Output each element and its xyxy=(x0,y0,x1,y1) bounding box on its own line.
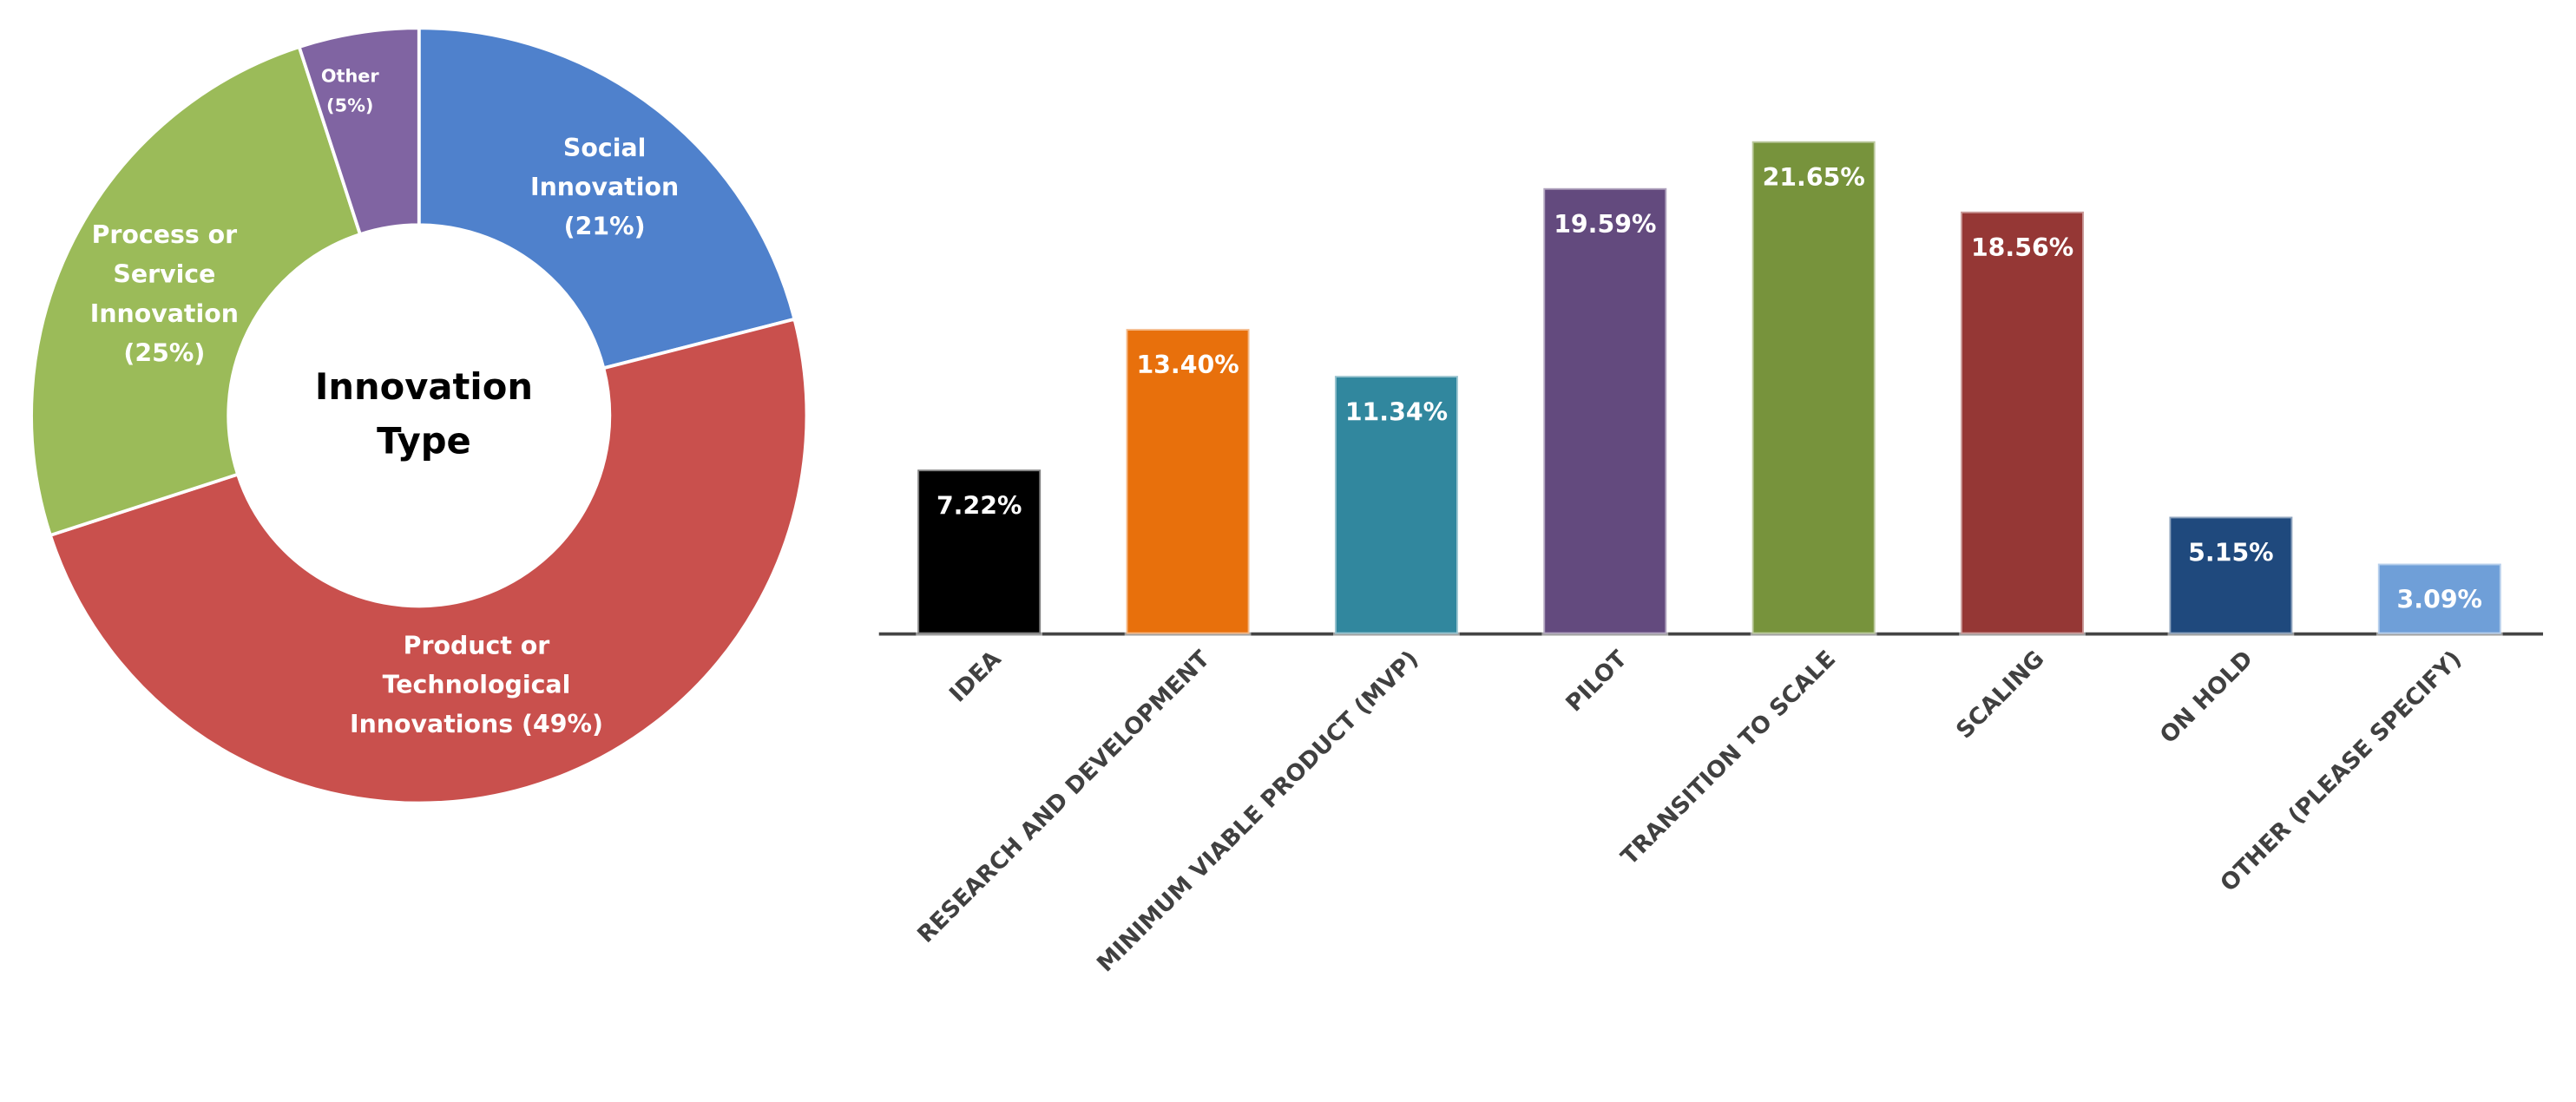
donut-slice xyxy=(30,44,363,538)
bar xyxy=(1541,186,1669,636)
slice-label-box: Product or Technological Innovations (49… xyxy=(345,626,608,744)
x-tick-label: PILOT xyxy=(1561,646,1633,718)
bar-value-label: 7.22% xyxy=(936,491,1022,520)
x-tick-label: TRANSITION TO SCALE xyxy=(1616,646,1841,870)
donut-slice xyxy=(297,26,421,237)
bar xyxy=(1333,374,1460,636)
slice-name: Process or Service Innovation xyxy=(89,220,239,329)
slice-name: Other xyxy=(320,65,379,88)
bar-value-label: 13.40% xyxy=(1136,351,1239,379)
x-tick-label: ON HOLD xyxy=(2155,646,2258,749)
slice-value: (5%) xyxy=(326,95,374,117)
bar-value-label: 18.56% xyxy=(1971,233,2073,262)
slice-label: Social Innovation (21%) xyxy=(522,128,687,246)
bar xyxy=(2376,561,2503,636)
bar xyxy=(1959,209,2086,636)
bar xyxy=(1124,327,1252,636)
center-title-box: Innovation Type xyxy=(314,367,533,463)
slice-value: (21%) xyxy=(563,212,646,242)
center-title: Innovation Type xyxy=(314,367,533,463)
x-tick-label: SCALING xyxy=(1951,646,2050,745)
slice-label: Other (5%) xyxy=(314,62,386,121)
slice-value: (49%) xyxy=(522,709,603,739)
bar xyxy=(1750,139,1877,636)
slice-label: Process or Service Innovation (25%) xyxy=(82,215,246,373)
bar-value-label: 3.09% xyxy=(2397,586,2482,614)
slice-value: (25%) xyxy=(123,338,206,368)
slice-label-box: Social Innovation (21%) xyxy=(522,128,687,246)
bar-value-label: 5.15% xyxy=(2188,539,2273,567)
slice-name: Social Innovation xyxy=(530,133,680,202)
bar xyxy=(916,468,1043,636)
bar-value-label: 21.65% xyxy=(1763,163,1865,192)
x-tick-label: IDEA xyxy=(944,646,1007,708)
donut-slice xyxy=(417,26,797,371)
slice-label-box: Process or Service Innovation (25%) xyxy=(82,215,246,373)
slice-name: Product or Technological Innovations xyxy=(350,630,571,739)
bar-value-label: 19.59% xyxy=(1554,210,1656,239)
donut-slice xyxy=(48,317,809,805)
x-tick-label: MINIMUM VIABLE PRODUCT (MVP) xyxy=(1092,646,1423,977)
slice-label-box: Other (5%) xyxy=(314,62,386,121)
bar-value-label: 11.34% xyxy=(1345,397,1448,426)
x-tick-label: OTHER (PLEASE SPECIFY) xyxy=(2215,646,2467,897)
slice-label: Product or Technological Innovations (49… xyxy=(345,626,608,744)
bar xyxy=(2167,515,2295,636)
